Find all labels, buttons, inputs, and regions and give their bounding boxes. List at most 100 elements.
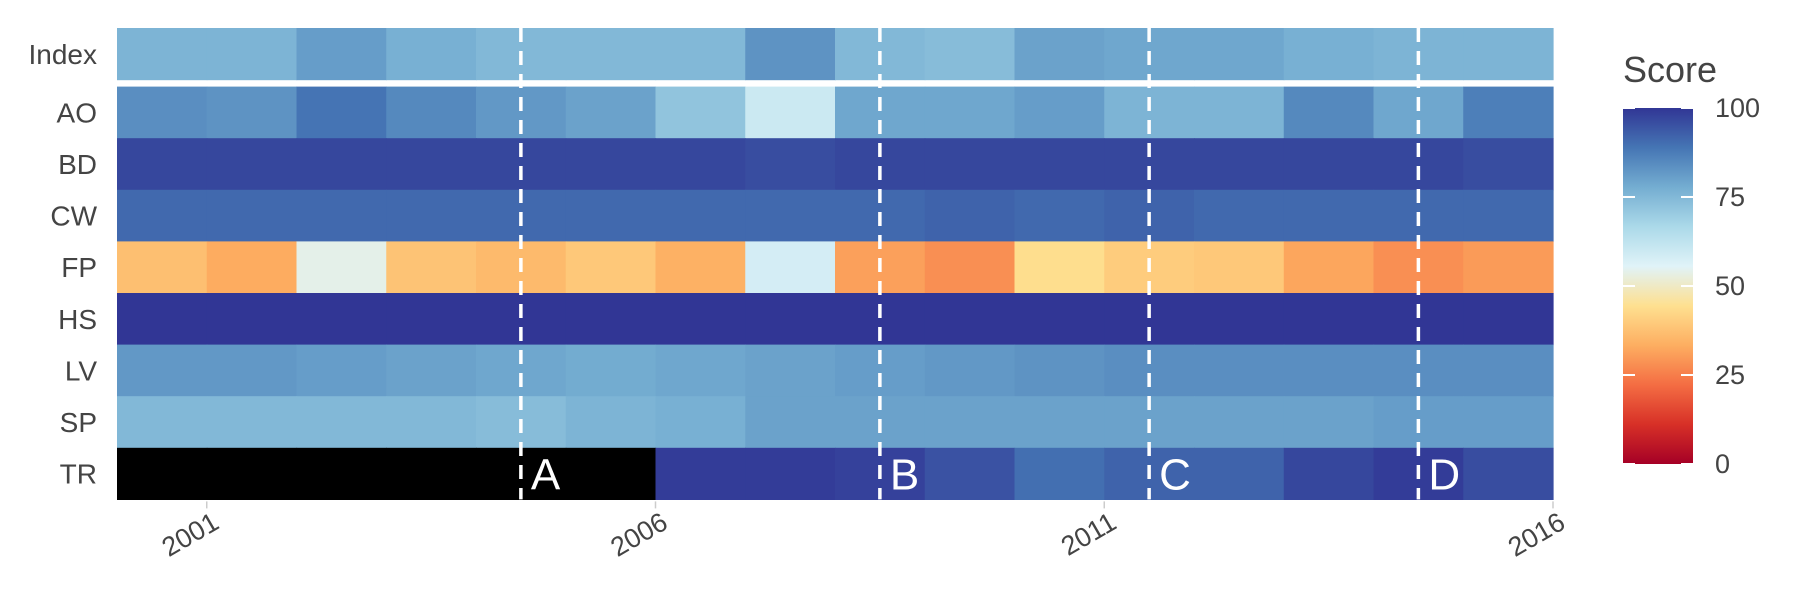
row-label-fp: FP (61, 252, 97, 283)
row-label-lv: LV (65, 355, 97, 386)
heatmap-cell-cw-2 (296, 189, 387, 242)
heatmap-cell-fp-12 (1194, 241, 1285, 294)
heatmap-cell-hs-6 (655, 293, 746, 346)
heatmap-cell-lv-10 (1014, 344, 1105, 397)
heatmap-cell-fp-6 (655, 241, 746, 294)
heatmap-cell-sp-5 (565, 396, 657, 449)
heatmap-cell-lv-2 (296, 344, 387, 397)
heatmap-cell-index-1 (206, 28, 298, 81)
heatmap-cell-lv-9 (924, 344, 1016, 397)
heatmap-cell-hs-0 (117, 293, 208, 346)
heatmap-cell-hs-1 (206, 293, 298, 346)
heatmap-cell-fp-0 (117, 241, 208, 294)
heatmap-cell-tr-15 (1463, 447, 1554, 500)
heatmap-cell-lv-1 (206, 344, 298, 397)
heatmap-cell-index-13 (1283, 28, 1375, 81)
heatmap-cell-bd-5 (565, 138, 657, 191)
heatmap-cell-ao-10 (1014, 86, 1105, 139)
heatmap-cells (117, 28, 1554, 500)
heatmap-cell-ao-13 (1283, 86, 1375, 139)
row-labels: Index AO BD CW FP HS LV SP TR (29, 39, 98, 490)
row-label-index: Index (29, 39, 98, 70)
heatmap-cell-tr-0 (117, 447, 208, 500)
heatmap-cell-ao-9 (924, 86, 1016, 139)
heatmap-cell-sp-2 (296, 396, 387, 449)
heatmap-cell-index-12 (1194, 28, 1285, 81)
event-label-d: D (1428, 451, 1460, 500)
heatmap-cell-lv-15 (1463, 344, 1554, 397)
heatmap-cell-hs-2 (296, 293, 387, 346)
heatmap-cell-lv-0 (117, 344, 208, 397)
x-axis: 2001 2006 2011 2016 (157, 501, 1570, 563)
heatmap-cell-ao-0 (117, 86, 208, 139)
row-label-hs: HS (58, 304, 97, 335)
row-label-ao: AO (57, 97, 97, 128)
heatmap-cell-lv-12 (1194, 344, 1285, 397)
heatmap-cell-index-0 (117, 28, 208, 81)
heatmap-cell-bd-1 (206, 138, 298, 191)
heatmap-cell-bd-13 (1283, 138, 1375, 191)
heatmap-cell-bd-12 (1194, 138, 1285, 191)
heatmap-cell-ao-15 (1463, 86, 1554, 139)
x-tick-label-2001: 2001 (157, 507, 224, 563)
heatmap-cell-cw-13 (1283, 189, 1375, 242)
heatmap-cell-tr-10 (1014, 447, 1105, 500)
heatmap-cell-index-15 (1463, 28, 1554, 81)
heatmap-cell-fp-10 (1014, 241, 1105, 294)
heatmap-cell-hs-13 (1283, 293, 1375, 346)
heatmap-cell-tr-6 (655, 447, 746, 500)
heatmap-cell-bd-10 (1014, 138, 1105, 191)
color-legend: Score 0 25 50 75 100 (1623, 49, 1760, 479)
heatmap-cell-lv-7 (745, 344, 836, 397)
event-lines: A B C D (519, 28, 1460, 500)
heatmap-cell-bd-0 (117, 138, 208, 191)
heatmap-cell-tr-12 (1194, 447, 1285, 500)
heatmap-cell-index-9 (924, 28, 1016, 81)
x-tick-label-2011: 2011 (1056, 507, 1121, 562)
heatmap-cell-index-6 (655, 28, 746, 81)
heatmap-cell-hs-7 (745, 293, 836, 346)
heatmap-cell-sp-13 (1283, 396, 1375, 449)
heatmap-cell-ao-1 (206, 86, 298, 139)
heatmap-cell-sp-10 (1014, 396, 1105, 449)
legend-tick-label-100: 100 (1715, 93, 1760, 123)
heatmap-cell-ao-2 (296, 86, 387, 139)
heatmap-cell-hs-9 (924, 293, 1016, 346)
heatmap-cell-tr-2 (296, 447, 387, 500)
x-tick-label-2006: 2006 (605, 507, 672, 563)
heatmap-cell-tr-9 (924, 447, 1016, 500)
heatmap-cell-index-3 (386, 28, 477, 81)
heatmap-cell-index-7 (745, 28, 836, 81)
heatmap-cell-cw-1 (206, 189, 298, 242)
heatmap-cell-lv-13 (1283, 344, 1375, 397)
heatmap-cell-tr-1 (206, 447, 298, 500)
legend-tick-label-75: 75 (1715, 182, 1745, 212)
heatmap-cell-cw-15 (1463, 189, 1554, 242)
heatmap-cell-cw-6 (655, 189, 746, 242)
heatmap-cell-fp-15 (1463, 241, 1554, 294)
heatmap-cell-index-5 (565, 28, 657, 81)
event-label-a: A (531, 451, 561, 500)
heatmap-cell-ao-3 (386, 86, 477, 139)
heatmap-cell-bd-3 (386, 138, 477, 191)
heatmap-cell-tr-7 (745, 447, 836, 500)
heatmap-cell-sp-15 (1463, 396, 1554, 449)
heatmap-cell-sp-6 (655, 396, 746, 449)
heatmap-cell-fp-5 (565, 241, 657, 294)
event-label-c: C (1159, 451, 1191, 500)
heatmap-cell-hs-3 (386, 293, 477, 346)
heatmap-cell-index-2 (296, 28, 387, 81)
legend-tick-label-0: 0 (1715, 449, 1730, 479)
heatmap-cell-tr-13 (1283, 447, 1375, 500)
heatmap-cell-cw-5 (565, 189, 657, 242)
heatmap-cell-bd-15 (1463, 138, 1554, 191)
heatmap-cell-fp-7 (745, 241, 836, 294)
heatmap-cell-fp-13 (1283, 241, 1375, 294)
row-label-sp: SP (60, 407, 97, 438)
heatmap-cell-lv-3 (386, 344, 477, 397)
row-label-cw: CW (50, 201, 97, 232)
heatmap-cell-sp-9 (924, 396, 1016, 449)
heatmap-cell-lv-6 (655, 344, 746, 397)
heatmap-cell-cw-7 (745, 189, 836, 242)
